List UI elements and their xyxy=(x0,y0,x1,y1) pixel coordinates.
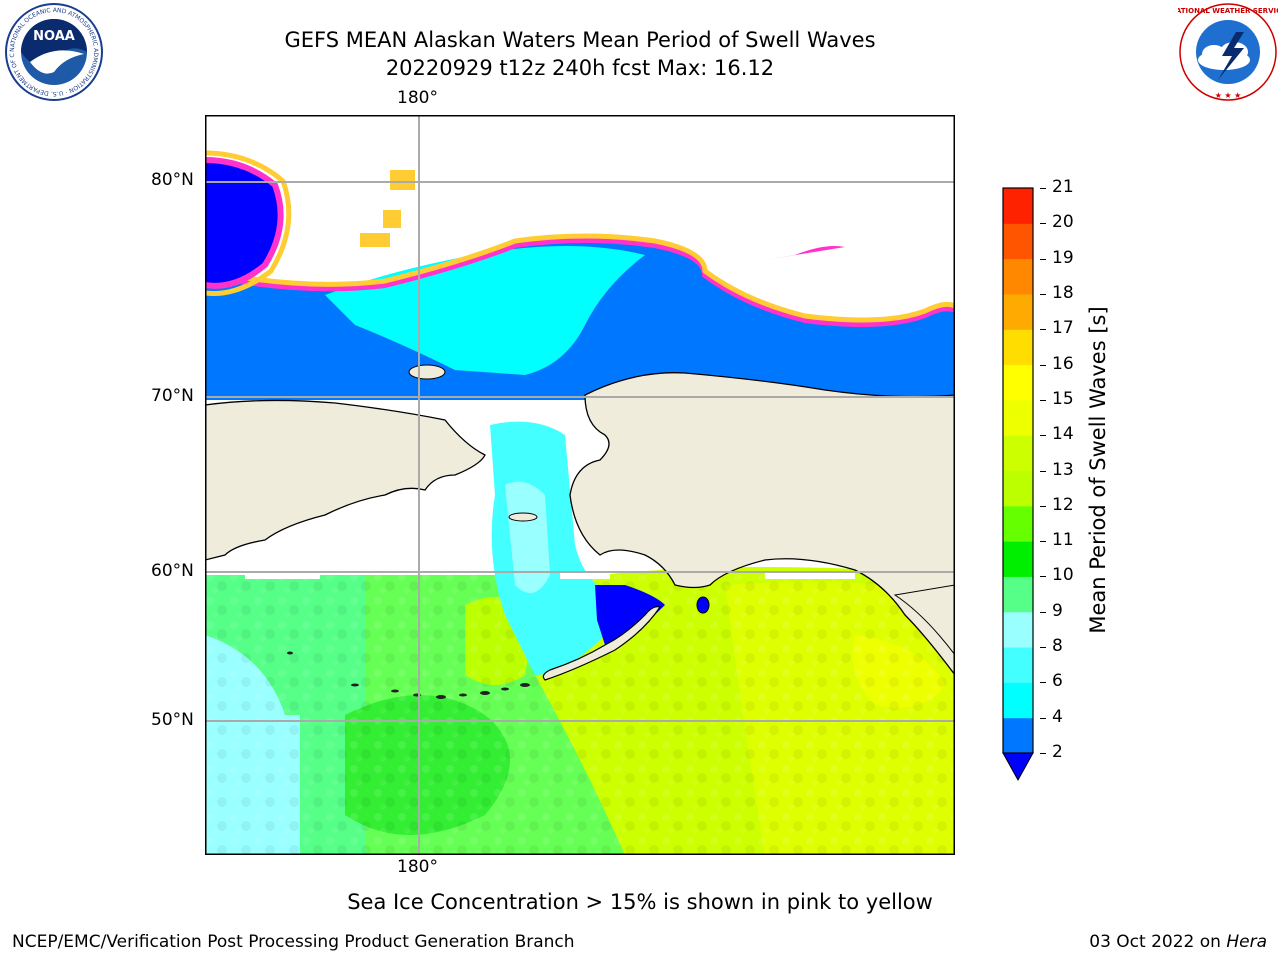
colorbar-segment xyxy=(1003,541,1033,577)
lon-label-top: 180° xyxy=(397,88,438,108)
colorbar-tick-label: 19 xyxy=(1052,247,1074,268)
colorbar-tick-mark xyxy=(1040,753,1046,754)
nws-ring-text: NATIONAL WEATHER SERVICE xyxy=(1178,7,1278,15)
colorbar-tick-label: 21 xyxy=(1052,177,1074,197)
colorbar-tick-mark xyxy=(1040,717,1046,719)
colorbar-tick-label: 6 xyxy=(1052,671,1063,692)
colorbar-tick-mark xyxy=(1040,505,1046,507)
lon-label-bottom: 180° xyxy=(397,857,438,877)
nws-logo: NATIONAL WEATHER SERVICE ★ ★ ★ xyxy=(1178,3,1278,101)
colorbar-label: Mean Period of Swell Waves [s] xyxy=(1086,306,1110,634)
sea-ice-note: Sea Ice Concentration > 15% is shown in … xyxy=(347,890,933,914)
colorbar-segment xyxy=(1003,470,1033,507)
lat-label-60n: 60°N xyxy=(151,561,194,581)
colorbar-tick-mark xyxy=(1040,647,1046,649)
colorbar-segment xyxy=(1003,576,1033,613)
alaska-land xyxy=(569,372,955,677)
map-panel xyxy=(205,115,955,855)
map-subtitle: 20220929 t12z 240h fcst Max: 16.12 xyxy=(385,56,775,80)
colorbar-tick-label: 18 xyxy=(1052,282,1074,303)
colorbar-tick-label: 12 xyxy=(1052,494,1074,515)
colorbar xyxy=(1002,187,1034,782)
colorbar-segment xyxy=(1003,399,1033,436)
colorbar-tick-label: 9 xyxy=(1052,600,1063,621)
graticule xyxy=(205,115,955,855)
colorbar-tick-label: 16 xyxy=(1052,353,1074,374)
colorbar-tick-mark xyxy=(1040,541,1046,543)
colorbar-tick-label: 10 xyxy=(1052,565,1074,586)
colorbar-segment xyxy=(1003,682,1033,719)
map-frame xyxy=(205,115,955,855)
bristol-bay xyxy=(595,585,665,645)
colorbar-tick-mark xyxy=(1040,258,1046,260)
colorbar-segment xyxy=(1003,717,1033,754)
colorbar-tick-mark xyxy=(1040,682,1046,684)
colorbar-tick-mark xyxy=(1040,293,1046,295)
noaa-logo: NATIONAL OCEANIC AND ATMOSPHERIC ADMINIS… xyxy=(4,2,103,101)
colorbar-tick-mark xyxy=(1040,223,1046,225)
footer-host: Hera xyxy=(1226,932,1267,952)
siberia-land xyxy=(205,399,486,561)
colorbar-segment xyxy=(1003,188,1033,224)
colorbar-tick-label: 8 xyxy=(1052,636,1063,657)
colorbar-segment xyxy=(1003,505,1033,542)
colorbar-tick-label: 4 xyxy=(1052,706,1063,727)
lat-label-80n: 80°N xyxy=(151,170,194,190)
colorbar-segment xyxy=(1003,364,1033,401)
lat-label-50n: 50°N xyxy=(151,710,194,730)
colorbar-segment xyxy=(1003,258,1033,295)
colorbar-tick-mark xyxy=(1040,364,1046,366)
colorbar-tick-label: 14 xyxy=(1052,424,1074,445)
lat-label-70n: 70°N xyxy=(151,386,194,406)
colorbar-tick-mark xyxy=(1040,188,1046,189)
colorbar-tick-mark xyxy=(1040,576,1046,578)
footer-date: 03 Oct 2022 on Hera xyxy=(1089,932,1267,952)
colorbar-tick-label: 20 xyxy=(1052,212,1074,233)
aleutian-islands xyxy=(287,651,530,699)
map-title: GEFS MEAN Alaskan Waters Mean Period of … xyxy=(284,28,876,52)
colorbar-segment xyxy=(1003,293,1033,330)
colorbar-tick-mark xyxy=(1040,470,1046,472)
colorbar-tick-label: 13 xyxy=(1052,459,1074,480)
svg-text:★ ★ ★: ★ ★ ★ xyxy=(1215,91,1242,100)
colorbar-tick-label: 17 xyxy=(1052,318,1074,339)
colorbar-segment xyxy=(1003,329,1033,366)
footer-date-text: 03 Oct 2022 on xyxy=(1089,932,1227,952)
colorbar-tick-mark xyxy=(1040,399,1046,401)
colorbar-tick-label: 11 xyxy=(1052,530,1074,551)
colorbar-tick-label: 2 xyxy=(1052,742,1063,762)
colorbar-segment xyxy=(1003,647,1033,683)
colorbar-tick-mark xyxy=(1040,329,1046,331)
colorbar-segment xyxy=(1003,223,1033,260)
footer-credit: NCEP/EMC/Verification Post Processing Pr… xyxy=(12,932,575,952)
colorbar-segment xyxy=(1003,611,1033,648)
colorbar-tick-label: 15 xyxy=(1052,388,1074,409)
colorbar-tick-mark xyxy=(1040,611,1046,613)
noaa-logo-text: NOAA xyxy=(33,29,75,44)
colorbar-segment xyxy=(1003,435,1033,471)
colorbar-tick-mark xyxy=(1040,435,1046,437)
